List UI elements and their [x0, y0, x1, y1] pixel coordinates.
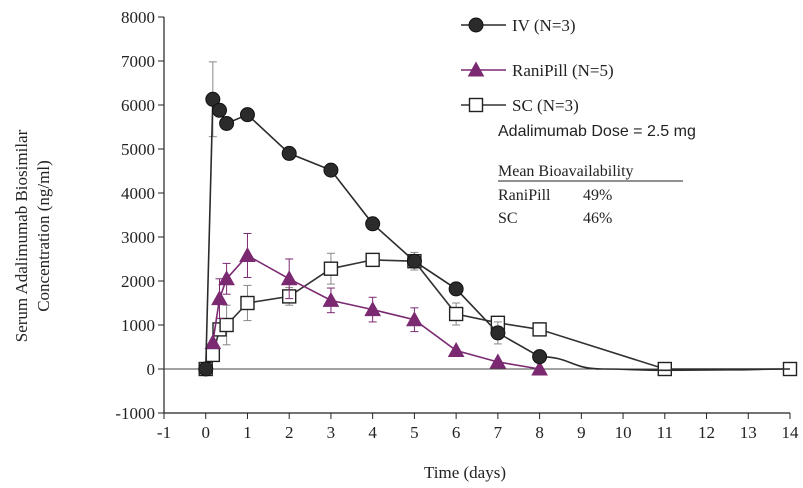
x-tick-label: 5: [410, 423, 419, 442]
series-layer: [164, 61, 798, 377]
legend: IV (N=3) RaniPill (N=5) SC (N=3): [461, 16, 614, 115]
legend-label: RaniPill (N=5): [512, 61, 614, 80]
y-tick-label: -1000: [115, 404, 155, 423]
x-axis-title: Time (days): [424, 463, 506, 482]
data-point-triangle: [364, 301, 382, 317]
data-point-triangle: [211, 290, 228, 306]
dose-annotation: Adalimumab Dose = 2.5 mg: [498, 123, 696, 140]
data-point-square: [657, 361, 672, 377]
data-point-triangle: [280, 270, 298, 286]
y-axis-title-line2: Concentration (ng/ml): [34, 160, 53, 312]
x-tick-label: 4: [368, 423, 377, 442]
legend-entry: SC (N=3): [461, 96, 579, 115]
data-point-circle: [490, 325, 506, 341]
data-point-square: [205, 347, 221, 363]
data-point-triangle: [204, 334, 222, 350]
legend-marker-triangle: [467, 61, 485, 77]
plot-area: -1 0 1 2 3 4 5 6 7 8 9 10 11 12 13 14 -1000010002000300…: [115, 8, 799, 442]
y-tick-label: 6000: [121, 96, 155, 115]
y-tick-label: 3000: [121, 228, 155, 247]
x-tick-label: 10: [615, 423, 632, 442]
x-axis-ticks: -1 0 1 2 3 4 5 6 7 8 9 10 11 12 13 14: [157, 413, 799, 442]
x-tick-label: 12: [698, 423, 715, 442]
x-tick-label: 14: [782, 423, 800, 442]
series-circle: [198, 61, 791, 377]
series-tail-curve: [539, 355, 791, 372]
series-line: [205, 259, 790, 370]
x-tick-label: 8: [535, 423, 544, 442]
x-tick-label: 2: [285, 423, 294, 442]
legend-entry: RaniPill (N=5): [461, 61, 614, 80]
legend-label: SC (N=3): [512, 96, 579, 115]
legend-marker-circle: [468, 17, 484, 33]
x-tick-label: 11: [657, 423, 673, 442]
data-point-square: [323, 261, 339, 276]
data-point-triangle: [406, 311, 423, 327]
x-tick-label: -1: [157, 423, 171, 442]
bioavailability-title: Mean Bioavailability: [498, 163, 634, 180]
data-point-square: [448, 306, 464, 322]
x-tick-label: 7: [494, 423, 503, 442]
data-point-triangle: [531, 360, 548, 376]
data-point-circle: [323, 162, 339, 178]
series-triangle: [204, 232, 548, 376]
data-point-square: [219, 317, 234, 333]
x-tick-label: 13: [740, 423, 757, 442]
bioavailability-row-value-sc: 46%: [583, 210, 612, 227]
x-tick-label: 3: [327, 423, 336, 442]
y-tick-label: 1000: [121, 316, 155, 335]
data-point-circle: [406, 253, 422, 269]
legend-entry: IV (N=3): [461, 16, 576, 35]
bioavailability-row-value-ranipill: 49%: [583, 187, 612, 204]
y-axis-title-line1: Serum Adalimumab Biosimilar: [12, 129, 31, 342]
data-point-square: [365, 252, 380, 268]
x-tick-label: 0: [201, 423, 210, 442]
x-tick-label: 9: [577, 423, 586, 442]
data-point-circle: [365, 216, 381, 232]
data-point-circle: [219, 115, 235, 131]
data-point-circle: [281, 145, 297, 161]
data-point-triangle: [322, 291, 340, 307]
y-tick-label: 0: [147, 360, 156, 379]
series-line: [204, 96, 540, 370]
x-tick-label: 1: [243, 423, 252, 442]
y-tick-label: 4000: [121, 184, 155, 203]
annotations: Adalimumab Dose = 2.5 mg Mean Bioavailab…: [498, 123, 696, 227]
data-point-triangle: [447, 341, 465, 358]
legend-marker-square: [468, 97, 484, 113]
x-tick-label: 6: [452, 423, 461, 442]
y-axis-title: Serum Adalimumab Biosimilar Concentratio…: [12, 129, 53, 342]
data-point-triangle: [239, 246, 256, 262]
data-point-circle: [205, 91, 221, 107]
y-tick-label: 7000: [121, 52, 155, 71]
data-point-circle: [532, 349, 548, 365]
y-tick-label: 5000: [121, 140, 155, 159]
y-tick-label: 8000: [121, 8, 155, 27]
legend-label: IV (N=3): [512, 16, 576, 35]
data-point-square: [532, 322, 547, 337]
bioavailability-row-label-ranipill: RaniPill: [498, 187, 551, 204]
data-point-triangle: [489, 353, 507, 369]
y-axis-ticks: -1000 0 1000 2000 3000 4000 5000 6000 7000 8000: [115, 8, 164, 423]
data-point-circle: [212, 102, 228, 118]
data-point-square: [240, 295, 255, 311]
bioavailability-row-label-sc: SC: [498, 210, 518, 227]
data-point-circle: [239, 107, 255, 123]
data-point-circle: [198, 361, 214, 377]
series-square: [198, 251, 798, 377]
y-tick-label: 2000: [121, 272, 155, 291]
data-point-circle: [448, 281, 464, 297]
data-point-triangle: [218, 270, 235, 286]
